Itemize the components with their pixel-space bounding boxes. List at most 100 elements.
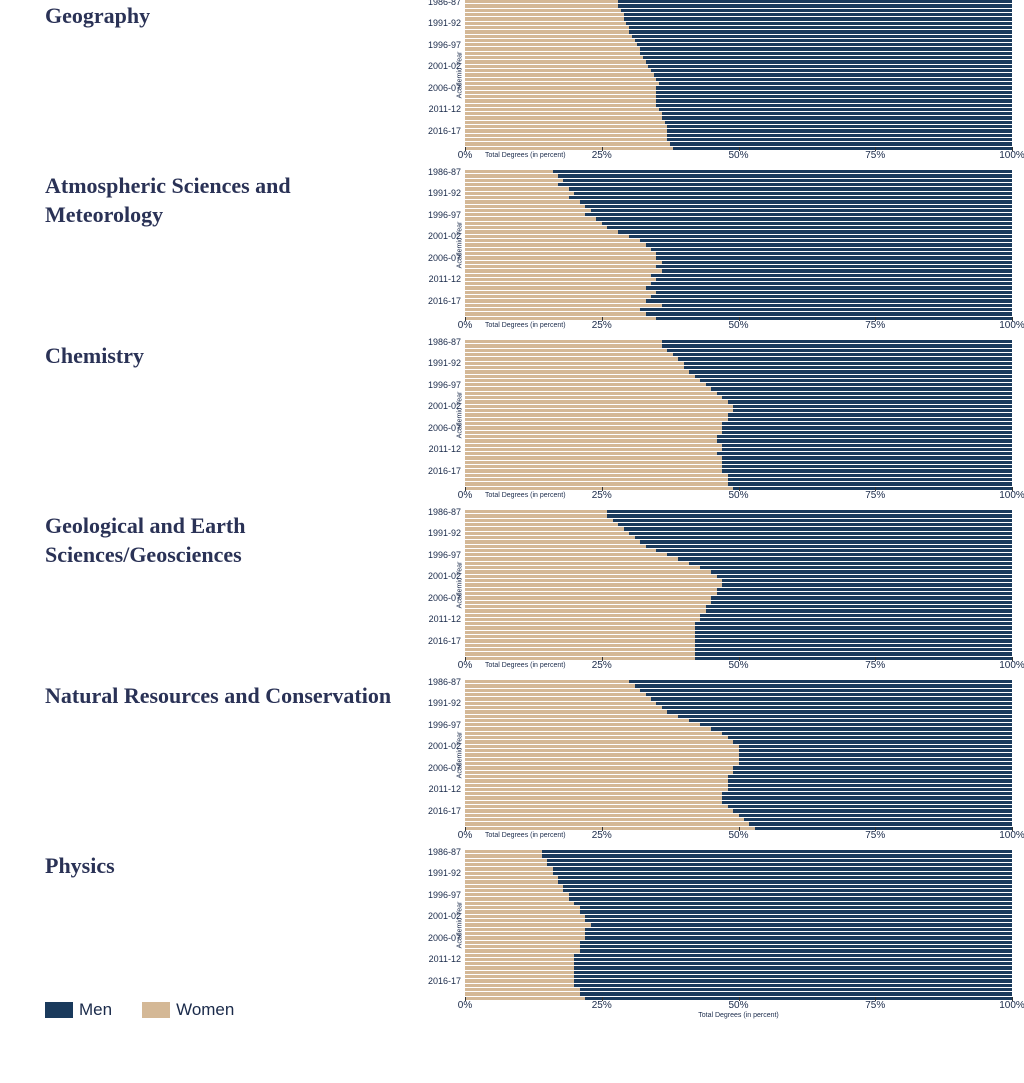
- bar-segment-women: [465, 702, 656, 705]
- bar-segment-women: [465, 86, 656, 89]
- bar-segment-women: [465, 732, 722, 735]
- bar-segment-women: [465, 349, 667, 352]
- x-axis: 0%25%50%75%100%Total Degrees (in percent…: [465, 320, 1012, 340]
- bar-row: 2011-12: [465, 448, 1012, 451]
- x-tick-label: 0%: [458, 830, 472, 841]
- bar-row: [465, 205, 1012, 208]
- bar-segment-men: [656, 265, 1012, 268]
- bar-row: [465, 13, 1012, 16]
- panel-title: Physics: [0, 850, 425, 881]
- bar-segment-men: [722, 792, 1012, 795]
- bar-row: [465, 387, 1012, 390]
- bar-row: [465, 461, 1012, 464]
- bar-segment-women: [465, 588, 717, 591]
- y-tick-label: 1996-97: [428, 550, 461, 560]
- bar-segment-women: [465, 366, 684, 369]
- y-tick-label: 1991-92: [428, 358, 461, 368]
- bar-segment-men: [722, 431, 1012, 434]
- bar-segment-men: [651, 295, 1012, 298]
- bar-segment-women: [465, 205, 585, 208]
- bar-segment-women: [465, 286, 646, 289]
- bar-segment-men: [695, 648, 1012, 651]
- bar-row: [465, 379, 1012, 382]
- bar-segment-women: [465, 814, 739, 817]
- bar-row: [465, 286, 1012, 289]
- bar-segment-men: [656, 256, 1012, 259]
- bar-segment-men: [711, 570, 1012, 573]
- legend: MenWomen: [0, 994, 1024, 1020]
- bar-segment-women: [465, 697, 651, 700]
- bar-row: [465, 465, 1012, 468]
- bar-segment-women: [465, 727, 711, 730]
- bar-segment-men: [728, 784, 1012, 787]
- bar-segment-women: [465, 375, 695, 378]
- bar-segment-men: [640, 52, 1012, 55]
- x-tick-label: 0%: [458, 660, 472, 671]
- bar-segment-men: [646, 243, 1013, 246]
- bar-segment-men: [733, 809, 1012, 812]
- bar-segment-men: [722, 396, 1012, 399]
- bar-row: 1996-97: [465, 383, 1012, 386]
- bar-row: 1986-87: [465, 680, 1012, 683]
- bar-segment-men: [700, 618, 1012, 621]
- bar-segment-women: [465, 850, 542, 853]
- bar-segment-women: [465, 631, 695, 634]
- panel-title: Geography: [0, 0, 425, 31]
- panel-title: Geological and Earth Sciences/Geoscience…: [0, 510, 425, 569]
- bar-row: [465, 588, 1012, 591]
- y-tick-label: 2011-12: [429, 444, 461, 454]
- y-tick-label: 2016-17: [428, 466, 461, 476]
- bar-segment-men: [596, 217, 1012, 220]
- bar-segment-women: [465, 562, 689, 565]
- bar-segment-men: [626, 22, 1012, 25]
- bar-segment-men: [739, 749, 1013, 752]
- bar-row: [465, 514, 1012, 517]
- bar-row: [465, 435, 1012, 438]
- x-tick-label: 100%: [999, 830, 1024, 841]
- chart-panel: Atmospheric Sciences and MeteorologyAcad…: [0, 170, 1024, 340]
- bar-segment-men: [580, 200, 1012, 203]
- bar-segment-women: [465, 291, 656, 294]
- bar-segment-men: [646, 693, 1013, 696]
- bar-row: [465, 519, 1012, 522]
- bar-segment-women: [465, 510, 607, 513]
- bar-segment-women: [465, 304, 662, 307]
- bar-segment-men: [689, 370, 1012, 373]
- legend-label: Women: [176, 1000, 234, 1020]
- bar-segment-women: [465, 519, 613, 522]
- bar-segment-women: [465, 818, 744, 821]
- bar-segment-men: [717, 435, 1012, 438]
- bar-segment-women: [465, 196, 569, 199]
- bar-segment-women: [465, 344, 662, 347]
- y-tick-label: 2001-02: [428, 61, 461, 71]
- bar-segment-men: [722, 796, 1012, 799]
- bar-segment-women: [465, 383, 706, 386]
- chart-plot: Academic Year1986-871991-921996-972001-0…: [465, 680, 1012, 830]
- bar-row: [465, 792, 1012, 795]
- bar-row: [465, 796, 1012, 799]
- bar-segment-men: [563, 179, 1012, 182]
- bar-segment-men: [643, 56, 1012, 59]
- bar-segment-women: [465, 47, 640, 50]
- bar-segment-women: [465, 557, 678, 560]
- bar-row: [465, 897, 1012, 900]
- bar-row: [465, 282, 1012, 285]
- bar-segment-women: [465, 771, 733, 774]
- bar-segment-women: [465, 295, 651, 298]
- y-tick-label: 2006-07: [428, 763, 461, 773]
- bar-row: [465, 196, 1012, 199]
- bar-segment-women: [465, 893, 569, 896]
- bar-row: [465, 945, 1012, 948]
- bar-segment-women: [465, 854, 542, 857]
- bar-segment-women: [465, 762, 739, 765]
- bar-row: [465, 47, 1012, 50]
- bar-segment-women: [465, 243, 646, 246]
- bar-row: [465, 439, 1012, 442]
- bar-row: 1996-97: [465, 893, 1012, 896]
- bar-row: 2011-12: [465, 278, 1012, 281]
- bar-segment-men: [662, 344, 1012, 347]
- bar-row: [465, 557, 1012, 560]
- bar-row: [465, 304, 1012, 307]
- bar-segment-men: [711, 596, 1012, 599]
- bar-row: [465, 614, 1012, 617]
